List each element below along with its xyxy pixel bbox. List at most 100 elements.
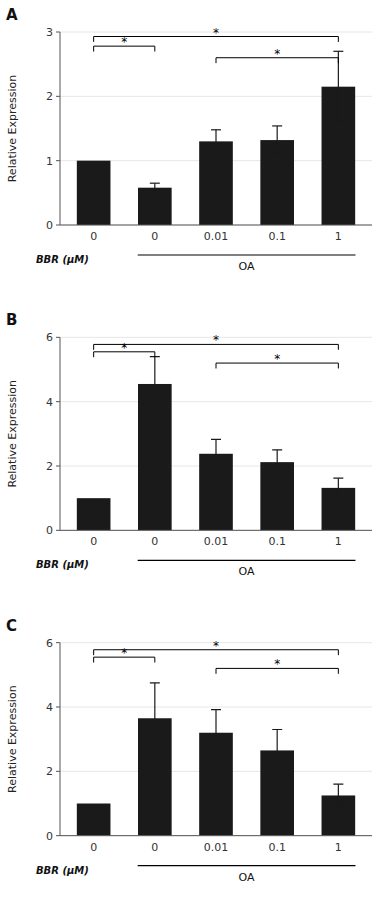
y-tick [56, 96, 60, 97]
x-tick-label: 0.1 [268, 535, 286, 548]
y-tick-label: 6 [46, 331, 53, 344]
y-tick-label: 4 [46, 396, 53, 409]
x-tick-label: 0.1 [268, 230, 286, 243]
error-cap [150, 192, 160, 193]
error-cap [211, 755, 221, 756]
error-cap [272, 771, 282, 772]
x-tick-label: 0.01 [204, 230, 229, 243]
error-bar [272, 126, 282, 154]
y-tick [56, 642, 60, 643]
error-cap [272, 125, 282, 126]
error-cap [150, 682, 160, 683]
y-tick-label: 0 [46, 219, 53, 232]
significance-label: * [274, 657, 280, 671]
error-cap [211, 709, 221, 710]
error-cap [150, 753, 160, 754]
x-tick-label: 0 [151, 535, 158, 548]
error-cap [272, 449, 282, 450]
y-tick-label: 2 [46, 765, 53, 778]
error-cap [150, 183, 160, 184]
error-cap [272, 154, 282, 155]
error-line [154, 183, 155, 192]
x-tick-label: 1 [335, 535, 342, 548]
bar [77, 498, 111, 530]
y-axis [60, 643, 61, 836]
bar [77, 804, 111, 836]
y-tick [56, 530, 60, 531]
error-bar [211, 130, 221, 153]
y-tick [56, 835, 60, 836]
background [0, 0, 384, 916]
error-cap [272, 729, 282, 730]
error-bar [333, 478, 343, 497]
panel-label: C [6, 617, 17, 635]
significance-label: * [121, 341, 127, 355]
significance-label: * [274, 47, 280, 61]
figure: ARelative Expression0123000.010.11BBR (μ… [0, 0, 384, 916]
group-label: OA [239, 260, 255, 273]
error-line [277, 730, 278, 772]
y-tick-label: 2 [46, 90, 53, 103]
x-tick-label: 0.01 [204, 841, 229, 854]
error-cap [333, 51, 343, 52]
bar [77, 161, 111, 225]
error-line [338, 784, 339, 807]
error-cap [333, 806, 343, 807]
x-tick-label: 0 [90, 230, 97, 243]
x-axis [60, 225, 372, 226]
y-tick-label: 6 [46, 637, 53, 650]
error-line [154, 357, 155, 412]
x-axis [60, 530, 372, 531]
y-tick [56, 160, 60, 161]
error-line [154, 683, 155, 754]
error-cap [211, 468, 221, 469]
plot-area [77, 357, 355, 531]
error-line [277, 126, 278, 154]
bar [199, 141, 233, 225]
error-line [215, 130, 216, 153]
y-tick-label: 0 [46, 524, 53, 537]
error-bar [211, 439, 221, 468]
significance-label: * [274, 352, 280, 366]
error-bar [272, 730, 282, 772]
x-axis-label: BBR (μM) [36, 865, 89, 876]
y-tick [56, 401, 60, 402]
x-axis-label: BBR (μM) [36, 559, 89, 570]
error-line [338, 478, 339, 497]
y-tick-label: 0 [46, 830, 53, 843]
grid-line [60, 401, 372, 402]
error-cap [333, 478, 343, 479]
group-label: OA [239, 871, 255, 884]
x-tick-label: 0 [151, 841, 158, 854]
significance-label: * [213, 26, 219, 40]
significance-label: * [121, 646, 127, 660]
y-tick [56, 337, 60, 338]
error-bar [150, 683, 160, 754]
y-tick-label: 2 [46, 460, 53, 473]
x-tick-label: 0.1 [268, 841, 286, 854]
group-label: OA [239, 565, 255, 578]
panel-label: A [6, 6, 18, 24]
group-line [138, 865, 356, 866]
y-axis-label: Relative Expression [6, 685, 19, 793]
y-tick-label: 1 [46, 155, 53, 168]
error-bar [150, 357, 160, 412]
error-bar [150, 183, 160, 192]
error-cap [333, 497, 343, 498]
error-cap [333, 121, 343, 122]
y-axis [60, 32, 61, 225]
grid-line [60, 707, 372, 708]
x-tick-label: 0 [151, 230, 158, 243]
x-tick-label: 0 [90, 841, 97, 854]
error-bar [333, 784, 343, 807]
y-tick [56, 466, 60, 467]
group-line [138, 560, 356, 561]
y-tick-label: 4 [46, 701, 53, 714]
error-cap [150, 411, 160, 412]
significance-label: * [121, 35, 127, 49]
panel: CRelative Expression0246000.010.11BBR (μ… [6, 617, 372, 884]
panel: ARelative Expression0123000.010.11BBR (μ… [6, 6, 372, 273]
plot-area [77, 51, 355, 225]
y-axis-label: Relative Expression [6, 75, 19, 183]
grid-line [60, 835, 372, 836]
